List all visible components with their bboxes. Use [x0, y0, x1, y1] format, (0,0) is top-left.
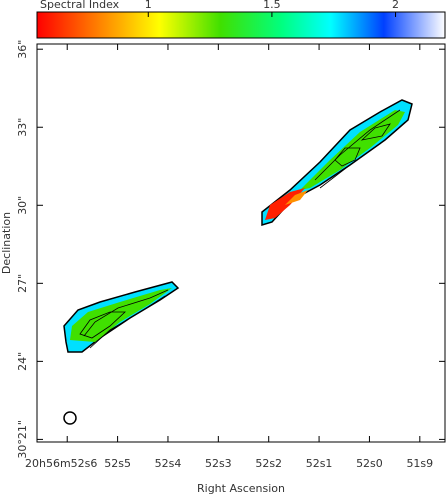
x-tick-label: 20h56m52s6: [25, 457, 97, 470]
x-tick-label: 52s0: [356, 457, 383, 470]
upper-lobe: [261, 99, 413, 227]
y-tick-label: 24": [16, 352, 29, 371]
y-axis-label: Declination: [0, 212, 13, 274]
plot-frame: [36, 43, 446, 443]
x-tick-label: 52s3: [205, 457, 232, 470]
colorbar-title: Spectral Index: [40, 0, 120, 11]
y-tick-label: 36": [16, 40, 29, 59]
x-tick-label: 52s2: [255, 457, 282, 470]
y-tick-label: 33": [16, 118, 29, 137]
x-tick-label: 52s5: [104, 457, 131, 470]
colorbar: [36, 11, 446, 39]
x-tick-label: 51s9: [406, 457, 433, 470]
y-tick-label: 30": [16, 196, 29, 215]
colorbar-tick-label: 1.5: [263, 0, 281, 11]
lower-lobe: [63, 281, 180, 353]
colorbar-tick-label: 2: [392, 0, 399, 11]
x-tick-label: 52s4: [155, 457, 182, 470]
y-tick-label: 30°21": [16, 420, 29, 459]
x-tick-label: 52s1: [306, 457, 333, 470]
colorbar-tick-label: 1: [145, 0, 152, 11]
x-axis-label: Right Ascension: [197, 482, 285, 495]
y-tick-label: 27": [16, 274, 29, 293]
beam: [63, 411, 77, 425]
